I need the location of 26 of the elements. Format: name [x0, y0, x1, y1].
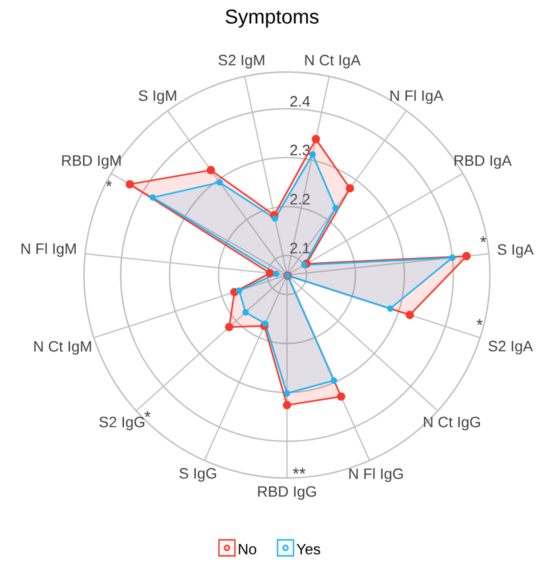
- legend-label: Yes: [296, 544, 320, 554]
- y-tick-label: 2.2: [290, 194, 310, 204]
- spoke-label: RBD IgM: [62, 155, 121, 169]
- spoke-label: S2 IgA: [488, 340, 533, 354]
- spoke-label: N Fl IgM: [22, 242, 76, 257]
- text: *: [106, 180, 112, 186]
- spoke-label: N Ct IgM: [34, 341, 92, 355]
- y-tick-label: 2.4: [290, 96, 310, 106]
- spoke-label: N Ct IgG: [424, 416, 480, 430]
- legend-label: No: [238, 544, 256, 554]
- spoke-label: S IgG: [180, 468, 216, 482]
- spoke-label: RBD IgA: [454, 155, 512, 169]
- spoke-label: S IgA: [498, 244, 534, 258]
- spoke-label: RBD IgG: [258, 486, 316, 500]
- text: *: [480, 236, 486, 242]
- spoke-label: N Fl IgG: [349, 468, 403, 482]
- spoke-label: N Ct IgA: [305, 54, 361, 68]
- chart-title: Symptoms: [226, 10, 318, 28]
- spoke-label: N Fl IgA: [390, 90, 444, 104]
- spoke-label: S IgM: [138, 90, 176, 104]
- text: *: [144, 411, 151, 418]
- spoke-label: S2 IgM: [218, 54, 264, 68]
- y-tick-label: 2.1: [290, 242, 310, 254]
- text: **: [292, 468, 306, 474]
- text: *: [476, 318, 483, 325]
- spoke-label: S2 IgG: [99, 416, 144, 430]
